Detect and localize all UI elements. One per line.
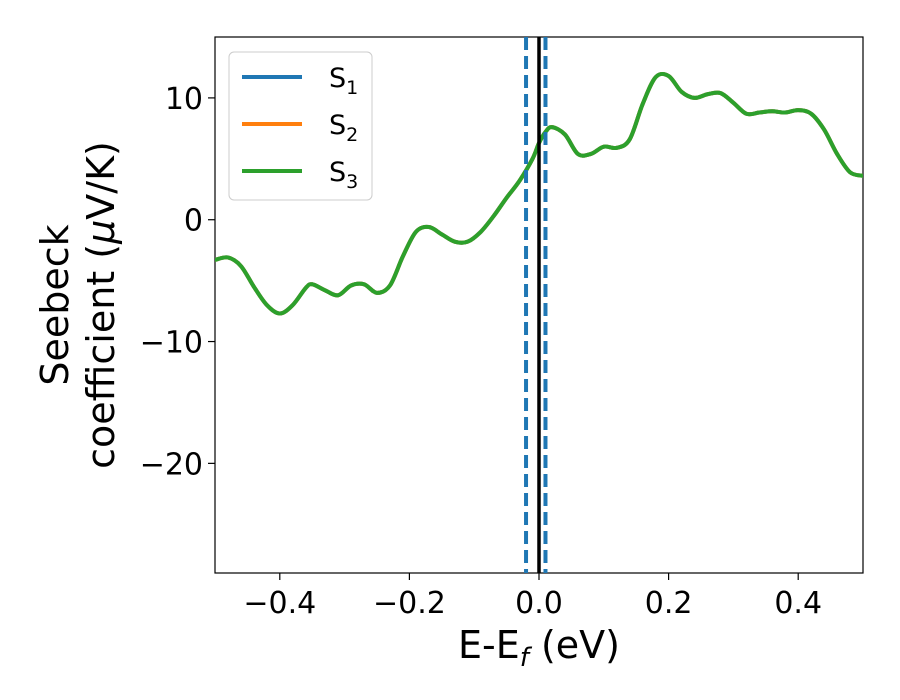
y-axis-label-unit: V/K): [79, 141, 123, 220]
x-tick-label: 0.4: [774, 586, 822, 621]
y-axis-label-line2: coefficient (μV/K): [79, 141, 123, 469]
x-axis-label-main: E-E: [458, 623, 520, 667]
x-tick-label: 0.0: [515, 586, 563, 621]
y-tick-label: 0: [184, 204, 203, 239]
y-axis-label-prefix: coefficient (: [79, 244, 123, 469]
x-tick-label: −0.2: [373, 586, 446, 621]
legend: S1 S2 S3: [228, 51, 373, 201]
legend-label-s2: S2: [329, 110, 358, 146]
tick-layer: −0.4 −0.2 0.0 0.2 0.4 10 0 −10 −20: [140, 82, 822, 621]
y-axis-label-line1: Seebeck: [33, 224, 77, 385]
y-tick-label: −20: [140, 447, 203, 482]
y-axis-label: Seebeck coefficient (μV/K): [33, 141, 123, 469]
y-tick-label: 10: [165, 82, 203, 117]
y-tick-label: −10: [140, 326, 203, 361]
y-axis-label-mu: μ: [79, 220, 123, 245]
vertical-marker-layer: [524, 37, 548, 573]
x-tick-label: −0.4: [243, 586, 316, 621]
legend-label-s3: S3: [329, 157, 358, 193]
x-tick-label: 0.2: [645, 586, 693, 621]
legend-label-s1: S1: [329, 63, 358, 99]
x-axis-label-unit: (eV): [529, 623, 620, 667]
x-axis-label: E-Ef (eV): [458, 623, 620, 673]
